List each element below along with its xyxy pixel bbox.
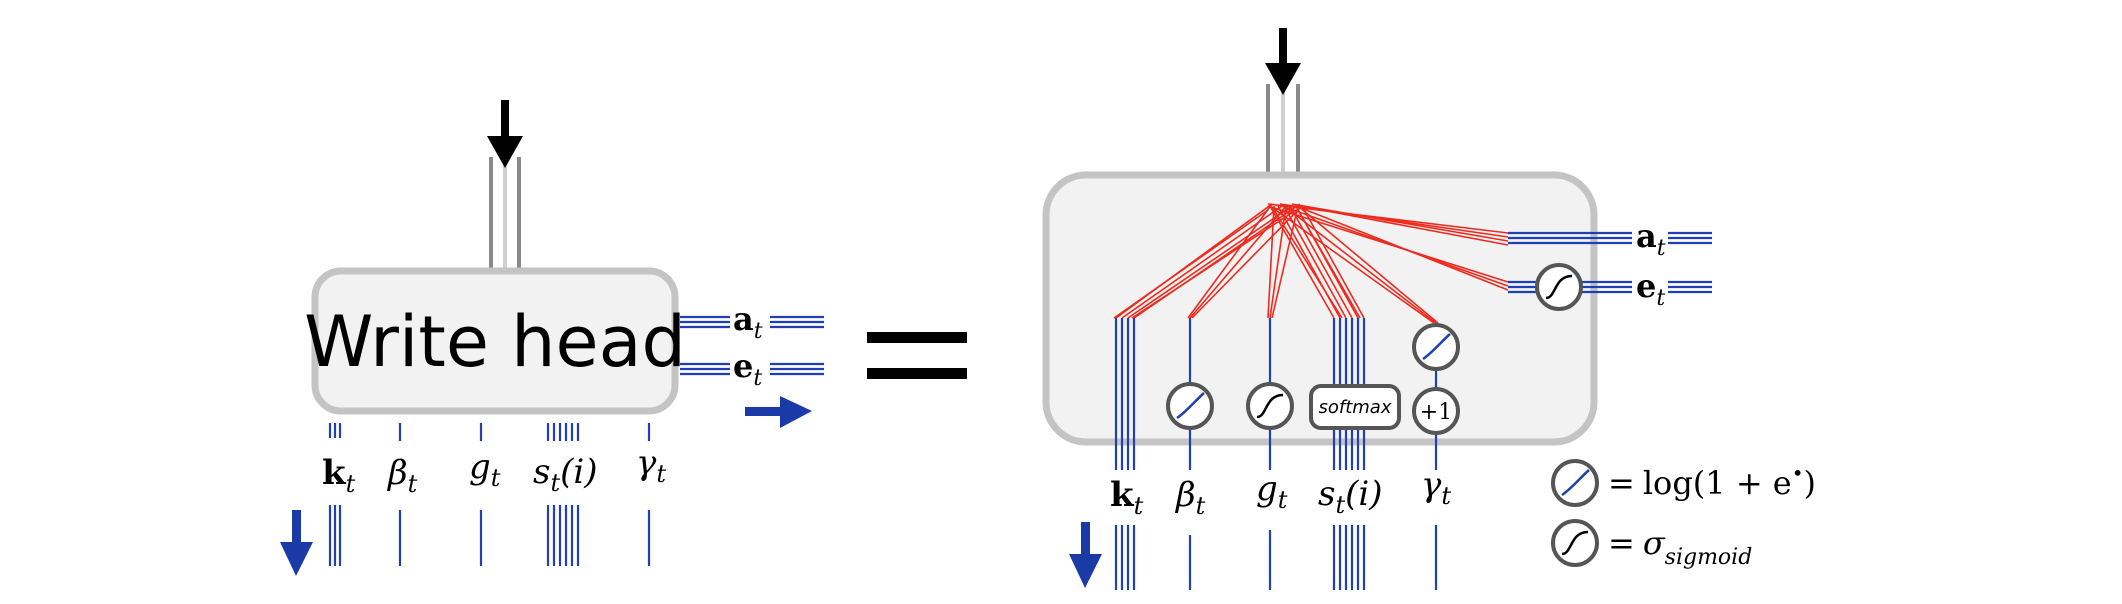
left-down-arrow-icon	[280, 510, 313, 576]
left-param-k: kt	[322, 453, 356, 498]
right-param-s: st(i)	[1318, 474, 1383, 519]
left-param-g: gt	[469, 447, 501, 492]
left-param-wires	[328, 423, 651, 566]
legend-sigmoid-text: = σsigmoid	[1608, 524, 1752, 570]
left-output-label-a: at	[733, 300, 763, 344]
right-s-wires	[1332, 318, 1366, 590]
legend-softplus-icon	[1551, 459, 1599, 507]
equals-sign	[867, 332, 967, 379]
legend-softplus-text: = log(1 + e•)	[1608, 461, 1816, 502]
e-sigmoid-node-icon	[1535, 263, 1583, 311]
right-param-beta: βt	[1174, 475, 1206, 520]
left-input-wires	[489, 157, 521, 268]
right-write-head: at et softmax	[1042, 28, 1712, 590]
right-output-label-e: et	[1636, 267, 1665, 311]
right-k-wires	[1114, 318, 1136, 590]
softmax-label: softmax	[1318, 397, 1391, 418]
right-output-label-a: at	[1636, 217, 1666, 261]
left-head-title: Write head	[304, 301, 686, 383]
fan-connections	[1113, 203, 1509, 324]
gamma-softplus-node-icon	[1412, 323, 1460, 371]
right-input-arrow-icon	[1265, 28, 1301, 95]
left-input-arrow-icon	[487, 100, 523, 168]
left-param-gamma: γt	[636, 443, 666, 488]
plus-one-label: +1	[1420, 400, 1452, 425]
softmax-node: softmax	[1309, 384, 1401, 430]
legend: = log(1 + e•) = σsigmoid	[1551, 459, 1816, 570]
left-param-beta: βt	[386, 453, 418, 498]
right-output-wires	[1508, 231, 1712, 294]
right-param-gamma: γt	[1421, 465, 1451, 510]
right-head-box	[1042, 171, 1598, 446]
legend-sigmoid-icon	[1551, 519, 1599, 567]
left-output-label-e: et	[733, 347, 762, 391]
left-output-arrow-icon	[745, 396, 812, 428]
right-param-k: kt	[1110, 475, 1144, 520]
plus-one-node: +1	[1412, 387, 1460, 435]
svg-text:at: at	[733, 300, 763, 344]
right-param-g: gt	[1256, 469, 1288, 514]
right-down-arrow-icon	[1069, 522, 1102, 588]
left-param-s: st(i)	[533, 452, 598, 497]
svg-text:et: et	[733, 347, 762, 391]
beta-softplus-node-icon	[1166, 382, 1214, 430]
left-head-box	[311, 267, 679, 415]
left-output-wires	[680, 315, 824, 376]
g-sigmoid-node-icon	[1246, 382, 1294, 430]
left-write-head: Write head at et	[280, 100, 824, 576]
